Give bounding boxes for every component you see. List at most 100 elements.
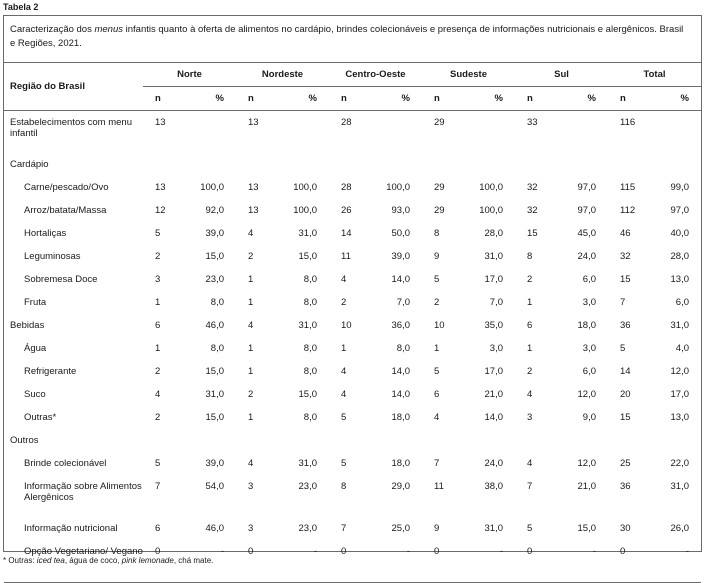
percent-cell: 12,0 — [577, 389, 597, 400]
row-label: Leguminosas — [24, 251, 81, 262]
count-cell: 32 — [527, 182, 538, 193]
percent-cell — [377, 111, 422, 154]
percent-cell: 8,0 — [210, 297, 224, 308]
count-cell: 5 — [341, 458, 347, 469]
table-box: Caracterização dos menus infantis quanto… — [3, 15, 702, 583]
percent-cell: - — [470, 540, 515, 583]
row-label: Fruta — [24, 297, 47, 308]
table-row: Água 1 8,0 1 8,0 1 8,0 1 3,0 1 3,0 5 4,0 — [4, 337, 701, 360]
percent-cell: 97,0 — [577, 205, 597, 216]
count-cell: 6 — [434, 389, 440, 400]
table-row: Arroz/batata/Massa 12 92,0 13 100,0 26 93,0 29 1… — [4, 199, 701, 222]
table-footnote: * Outras: iced tea, água de coco, pink l… — [3, 556, 213, 565]
count-cell: 4 — [248, 320, 254, 331]
count-cell: 1 — [434, 343, 440, 354]
count-cell: 5 — [155, 458, 161, 469]
count-cell: 36 — [620, 320, 631, 331]
region-header-total: Total — [608, 62, 701, 87]
region-header-centro-oeste: Centro-Oeste — [329, 62, 422, 87]
table-row: Informação nutricional 6 46,0 3 23,0 7 25,0 9 31… — [4, 517, 701, 540]
n-header: n — [236, 86, 284, 111]
footnote-text: * Outras: — [3, 556, 37, 565]
caption-text-end: infantis quanto à oferta de alimentos no… — [10, 24, 684, 49]
percent-cell: 39,0 — [205, 458, 225, 469]
count-cell: 36 — [620, 481, 631, 492]
percent-cell: 8,0 — [303, 412, 317, 423]
pct-header: % — [563, 86, 608, 111]
percent-cell: 7,0 — [396, 297, 410, 308]
count-cell: 1 — [341, 343, 347, 354]
count-cell: 11 — [341, 251, 351, 262]
count-cell: 8 — [341, 481, 347, 492]
count-cell — [608, 153, 656, 176]
percent-cell: 6,0 — [675, 297, 689, 308]
count-cell: 2 — [155, 366, 161, 377]
percent-cell: 21,0 — [484, 389, 504, 400]
count-cell: 115 — [620, 182, 636, 193]
count-cell: 6 — [527, 320, 533, 331]
count-cell: 7 — [434, 458, 440, 469]
region-header-sudeste: Sudeste — [422, 62, 515, 87]
percent-cell: 35,0 — [484, 320, 504, 331]
percent-cell: 17,0 — [484, 366, 504, 377]
percent-cell: 50,0 — [391, 228, 411, 239]
count-cell: 4 — [155, 389, 161, 400]
percent-cell: 28,0 — [670, 251, 690, 262]
count-cell: 0 — [515, 540, 563, 583]
count-cell: 33 — [527, 117, 538, 128]
count-cell: 30 — [620, 523, 631, 534]
percent-cell: 18,0 — [391, 458, 411, 469]
percent-cell: 7,0 — [489, 297, 503, 308]
caption-text-start: Caracterização dos — [10, 24, 95, 35]
pct-header: % — [656, 86, 701, 111]
percent-cell: 38,0 — [484, 481, 504, 492]
count-cell: 4 — [527, 389, 533, 400]
percent-cell: 24,0 — [577, 251, 597, 262]
percent-cell: 31,0 — [298, 228, 318, 239]
count-cell: 4 — [248, 228, 254, 239]
percent-cell — [470, 153, 515, 176]
percent-cell: 22,0 — [670, 458, 690, 469]
count-cell: 3 — [527, 412, 533, 423]
footnote-text: , água de coco, — [64, 556, 122, 565]
count-cell: 2 — [527, 274, 533, 285]
count-cell: 9 — [434, 251, 440, 262]
count-cell: 7 — [620, 297, 626, 308]
count-cell — [236, 429, 284, 452]
percent-cell: 3,0 — [582, 343, 596, 354]
percent-cell: 15,0 — [298, 251, 318, 262]
count-cell — [143, 153, 191, 176]
percent-cell: 12,0 — [670, 366, 690, 377]
percent-cell: 100,0 — [479, 182, 503, 193]
count-cell — [422, 429, 470, 452]
table-caption: Caracterização dos menus infantis quanto… — [10, 23, 690, 51]
percent-cell: 97,0 — [670, 205, 690, 216]
percent-cell: 15,0 — [205, 251, 225, 262]
count-cell: 2 — [155, 251, 161, 262]
row-label: Estabelecimentos com menu infantil — [10, 117, 132, 139]
percent-cell: 46,0 — [205, 523, 225, 534]
percent-cell — [656, 153, 701, 176]
count-cell: 0 — [329, 540, 377, 583]
count-cell: 32 — [620, 251, 631, 262]
percent-cell — [191, 153, 236, 176]
table-row: Fruta 1 8,0 1 8,0 2 7,0 2 7,0 1 3,0 7 6,0 — [4, 291, 701, 314]
count-cell: 29 — [434, 117, 445, 128]
table-row: Outros — [4, 429, 701, 452]
percent-cell — [563, 111, 608, 154]
count-cell: 3 — [155, 274, 161, 285]
row-label: Refrigerante — [24, 366, 77, 377]
count-cell — [329, 153, 377, 176]
row-label: Suco — [24, 389, 46, 400]
percent-cell: 14,0 — [391, 274, 411, 285]
row-label: Água — [24, 343, 47, 354]
count-cell: 2 — [434, 297, 440, 308]
table-row: Leguminosas 2 15,0 2 15,0 11 39,0 9 31,0 8 24,0 32 2… — [4, 245, 701, 268]
percent-cell: 100,0 — [386, 182, 410, 193]
row-label: Arroz/batata/Massa — [24, 205, 107, 216]
n-header: n — [608, 86, 656, 111]
count-cell: 5 — [155, 228, 161, 239]
percent-cell: 23,0 — [298, 523, 318, 534]
pct-header: % — [191, 86, 236, 111]
percent-cell: 25,0 — [391, 523, 411, 534]
